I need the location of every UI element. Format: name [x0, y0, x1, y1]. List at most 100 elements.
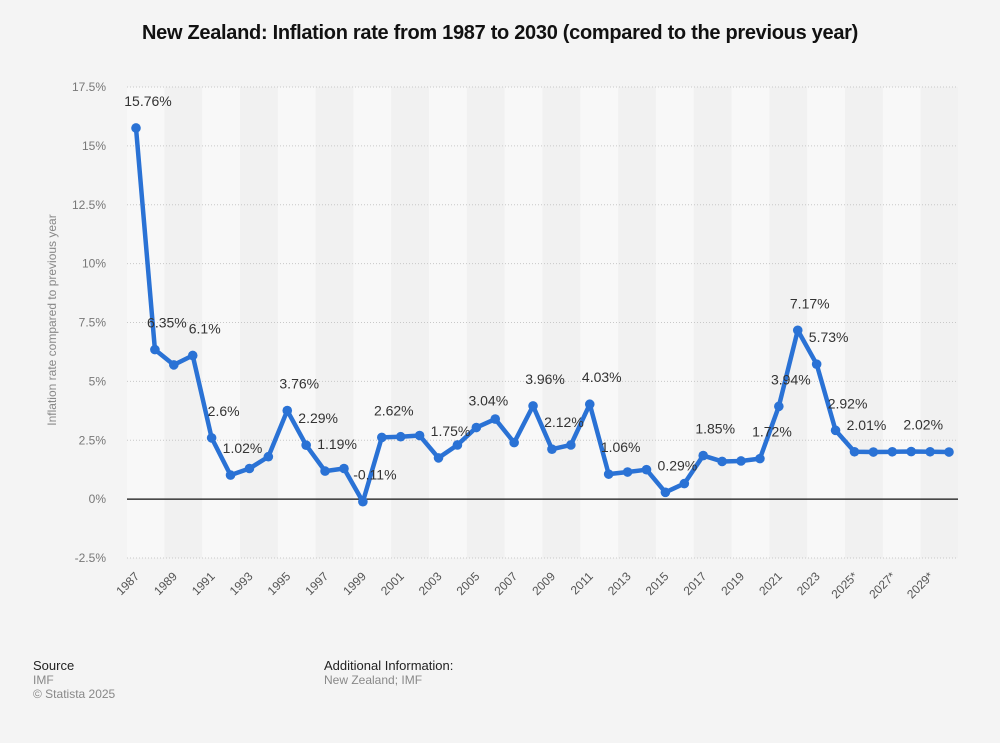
- background-band: [920, 87, 958, 558]
- data-label: 1.19%: [317, 436, 357, 452]
- data-point-1998[interactable]: [339, 463, 349, 474]
- data-point-2001[interactable]: [395, 431, 406, 442]
- x-tick-label: 2005: [454, 569, 483, 598]
- data-label: 3.94%: [771, 371, 811, 387]
- y-tick-label: 17.5%: [72, 80, 106, 94]
- background-band: [580, 87, 619, 558]
- data-label: 1.75%: [431, 423, 471, 439]
- data-point-2012[interactable]: [603, 469, 614, 479]
- x-tick-label: 2019: [718, 569, 747, 598]
- background-band: [277, 87, 316, 558]
- data-point-2008[interactable]: [528, 401, 538, 411]
- source-value: IMF: [33, 673, 54, 687]
- data-point-2024[interactable]: [830, 425, 841, 436]
- x-tick-label: 1987: [113, 569, 142, 598]
- data-point-1988[interactable]: [150, 344, 160, 355]
- x-axis-ticks: 1987 1989 1991 1993 1995 1997 1999 2001 2003 2005…: [113, 569, 936, 601]
- data-point-2006[interactable]: [490, 414, 501, 424]
- source-heading: Source: [33, 658, 75, 673]
- data-point-2003[interactable]: [433, 453, 444, 463]
- data-label: 2.12%: [544, 414, 584, 430]
- data-point-2004[interactable]: [452, 440, 463, 450]
- series-inflation-rate: [131, 123, 954, 507]
- data-label: 4.03%: [582, 369, 622, 385]
- data-point-1992[interactable]: [225, 470, 236, 480]
- data-point-2016[interactable]: [679, 478, 690, 489]
- y-axis-ticks: -2.5% 0% 2.5% 5% 7.5% 10% 12.5% 15% 17.5%: [72, 80, 106, 565]
- data-point-2007[interactable]: [509, 437, 519, 448]
- data-point-1991[interactable]: [206, 433, 217, 443]
- y-tick-label: -2.5%: [75, 551, 107, 565]
- data-point-2021[interactable]: [774, 401, 784, 412]
- data-point-2013[interactable]: [622, 467, 633, 477]
- data-label: 2.29%: [298, 410, 338, 426]
- data-point-2026[interactable]: [868, 447, 879, 457]
- y-tick-label: 15%: [82, 139, 106, 153]
- data-point-2010[interactable]: [566, 440, 576, 450]
- data-point-1989[interactable]: [169, 360, 179, 370]
- data-label: 0.29%: [658, 457, 698, 473]
- data-label: 3.96%: [525, 371, 565, 387]
- data-point-2000[interactable]: [376, 432, 387, 443]
- x-tick-label: 1993: [227, 569, 256, 598]
- data-label: 2.02%: [903, 417, 943, 433]
- background-band: [466, 87, 505, 558]
- data-label: 2.92%: [828, 395, 868, 411]
- data-label: 6.1%: [189, 320, 221, 336]
- additional-info-value: New Zealand; IMF: [324, 673, 423, 687]
- data-point-2022[interactable]: [792, 325, 803, 336]
- x-tick-label: 1999: [340, 569, 369, 598]
- data-point-1990[interactable]: [187, 350, 198, 361]
- x-tick-label: 2025*: [829, 569, 861, 601]
- x-tick-label: 1995: [265, 569, 294, 598]
- data-label: 6.35%: [147, 315, 187, 331]
- data-label: 7.17%: [790, 295, 830, 311]
- data-point-2009[interactable]: [547, 444, 557, 454]
- background-band: [164, 87, 203, 558]
- data-point-2025[interactable]: [849, 446, 860, 457]
- chart-title: New Zealand: Inflation rate from 1987 to…: [142, 22, 858, 44]
- data-point-1997[interactable]: [320, 466, 330, 476]
- data-label: 3.76%: [279, 376, 319, 392]
- x-tick-label: 1997: [302, 569, 331, 598]
- data-point-1999[interactable]: [358, 496, 368, 507]
- additional-info-heading: Additional Information:: [324, 658, 454, 673]
- y-tick-label: 7.5%: [79, 316, 107, 330]
- data-point-1993[interactable]: [244, 463, 255, 474]
- data-point-2014[interactable]: [641, 464, 652, 475]
- data-point-2030[interactable]: [944, 447, 954, 457]
- data-point-1996[interactable]: [301, 440, 311, 450]
- data-point-2028[interactable]: [906, 446, 916, 457]
- x-tick-label: 2003: [416, 569, 445, 598]
- data-point-1987[interactable]: [131, 123, 141, 133]
- x-tick-label: 2023: [794, 569, 823, 598]
- source-block: Source IMF © Statista 2025: [33, 658, 115, 701]
- y-tick-label: 0%: [89, 492, 107, 506]
- data-point-2027[interactable]: [887, 446, 898, 457]
- data-point-2019[interactable]: [736, 456, 746, 466]
- data-label: 5.73%: [809, 329, 849, 345]
- data-point-2029[interactable]: [925, 446, 935, 457]
- y-tick-label: 2.5%: [79, 433, 107, 447]
- data-point-2017[interactable]: [698, 450, 709, 461]
- series-line: [133, 125, 952, 504]
- background-band: [845, 87, 883, 558]
- data-point-1995[interactable]: [282, 405, 293, 416]
- gridlines: [127, 86, 958, 559]
- background-band: [239, 87, 278, 558]
- data-point-2018[interactable]: [717, 456, 727, 467]
- data-point-2011[interactable]: [584, 399, 595, 410]
- data-point-2015[interactable]: [660, 487, 671, 498]
- data-label: 2.01%: [847, 417, 887, 433]
- data-label: 15.76%: [124, 93, 171, 109]
- data-point-2023[interactable]: [811, 359, 822, 369]
- data-label: 1.85%: [695, 421, 735, 437]
- data-point-2002[interactable]: [414, 430, 425, 441]
- data-point-2020[interactable]: [755, 453, 765, 464]
- data-label: 1.02%: [223, 440, 263, 456]
- data-label: 3.04%: [468, 393, 508, 409]
- x-tick-label: 2001: [378, 569, 407, 598]
- data-point-1994[interactable]: [263, 451, 274, 462]
- additional-info-block: Additional Information: New Zealand; IMF: [324, 658, 453, 687]
- data-point-2005[interactable]: [471, 422, 482, 433]
